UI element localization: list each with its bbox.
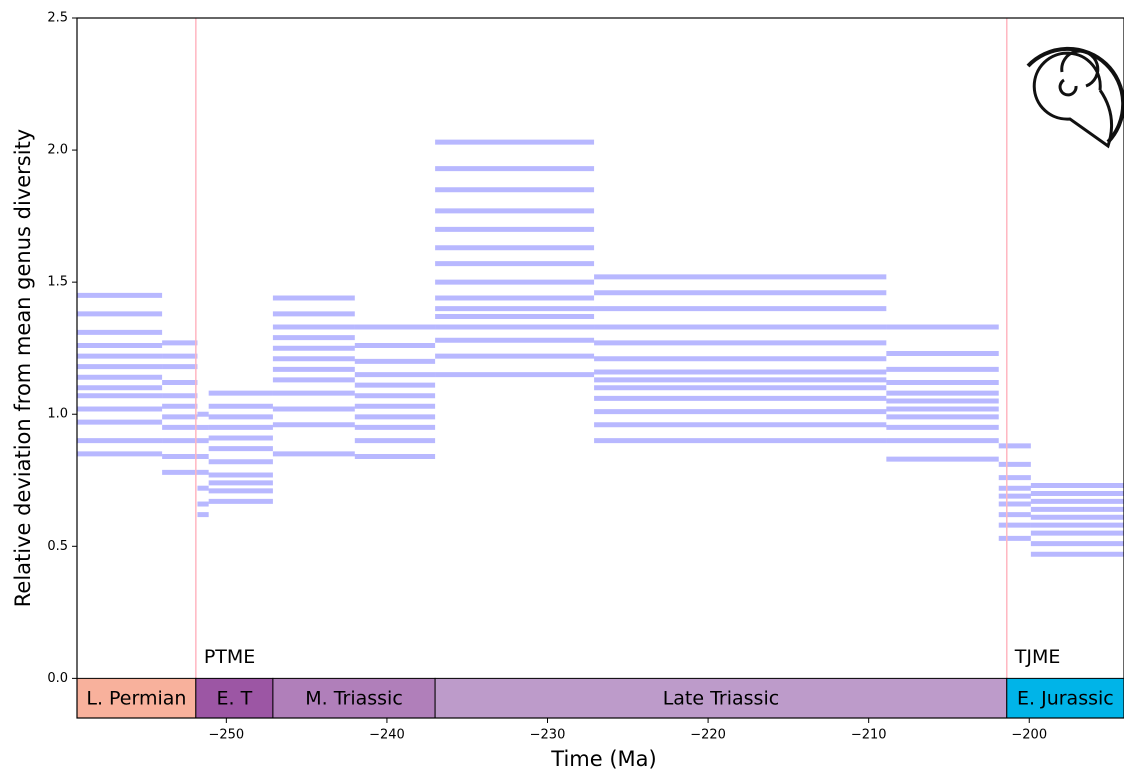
y-tick-label: 1.0 xyxy=(47,407,68,422)
event-label: TJME xyxy=(1014,646,1061,668)
x-tick-label: −210 xyxy=(851,728,887,743)
ammonite-icon xyxy=(1026,46,1124,149)
y-tick-label: 0.5 xyxy=(47,539,68,554)
period-label: M. Triassic xyxy=(305,688,403,710)
y-tick-label: 1.5 xyxy=(47,275,68,290)
x-tick-label: −240 xyxy=(369,728,405,743)
x-axis-label: Time (Ma) xyxy=(550,747,656,771)
period-label: L. Permian xyxy=(86,688,186,710)
y-tick-label: 2.0 xyxy=(47,143,68,158)
x-tick-label: −200 xyxy=(1011,728,1047,743)
y-axis-label: Relative deviation from mean genus diver… xyxy=(11,129,35,608)
plot-frame xyxy=(76,17,1124,719)
period-label: E. Jurassic xyxy=(1017,688,1114,710)
y-tick-label: 2.5 xyxy=(47,11,68,26)
event-label: PTME xyxy=(204,646,255,668)
x-tick-label: −250 xyxy=(208,728,244,743)
y-tick-label: 0.0 xyxy=(47,671,68,686)
period-box xyxy=(195,677,274,719)
x-tick-label: −230 xyxy=(530,728,566,743)
x-tick-label: −220 xyxy=(690,728,726,743)
period-label: E. T xyxy=(217,688,253,710)
period-label: Late Triassic xyxy=(663,688,779,710)
